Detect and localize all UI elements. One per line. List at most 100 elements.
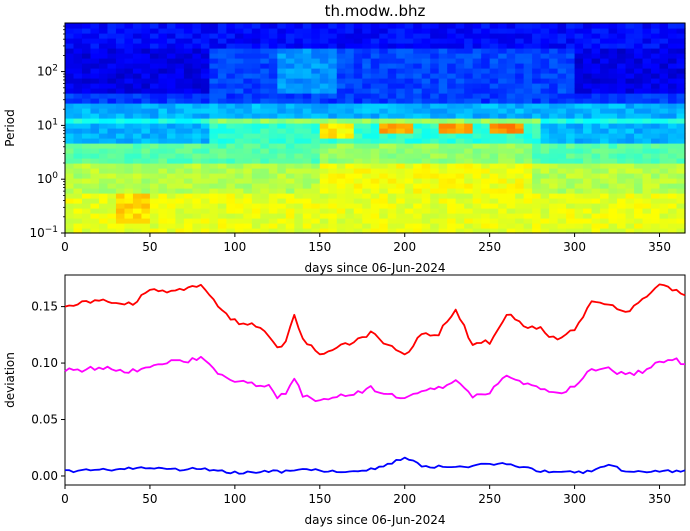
heatmap-cell	[200, 43, 210, 49]
heatmap-cell	[404, 183, 414, 189]
heatmap-cell	[268, 43, 278, 49]
x-tick-label: 150	[308, 492, 331, 506]
heatmap-cell	[268, 218, 278, 224]
heatmap-cell	[600, 158, 610, 164]
heatmap-cell	[149, 83, 160, 89]
heatmap-cell	[438, 73, 448, 79]
heatmap-cell	[311, 198, 321, 204]
heatmap-cell	[124, 103, 134, 109]
heatmap-cell	[574, 203, 584, 209]
heatmap-cell	[217, 188, 227, 194]
heatmap-cell	[260, 208, 270, 214]
heatmap-cell	[345, 198, 355, 204]
heatmap-cell	[124, 63, 134, 69]
heatmap-cell	[489, 68, 499, 74]
heatmap-cell	[498, 63, 508, 69]
heatmap-cell	[566, 213, 576, 219]
x-tick-label: 350	[648, 240, 671, 254]
heatmap-cell	[642, 168, 652, 174]
heatmap-cell	[183, 78, 193, 84]
heatmap-cell	[608, 153, 618, 159]
heatmap-cell	[149, 43, 160, 49]
heatmap-cell	[209, 148, 219, 154]
heatmap-cell	[98, 208, 109, 214]
heatmap-cell	[192, 168, 202, 174]
heatmap-cell	[472, 173, 482, 179]
heatmap-cell	[498, 223, 508, 229]
heatmap-cell	[183, 63, 193, 69]
heatmap-cell	[676, 28, 686, 34]
heatmap-cell	[481, 133, 491, 139]
heatmap-cell	[115, 208, 126, 214]
heatmap-cell	[192, 158, 202, 164]
heatmap-cell	[141, 108, 151, 114]
heatmap-cell	[294, 98, 304, 104]
heatmap-cell	[498, 193, 508, 199]
heatmap-cell	[557, 63, 567, 69]
heatmap-cell	[217, 88, 227, 94]
heatmap-cell	[175, 58, 185, 64]
heatmap-cell	[107, 108, 117, 114]
heatmap-cell	[413, 198, 423, 204]
heatmap-cell	[141, 158, 151, 164]
heatmap-cell	[659, 143, 669, 149]
heatmap-cell	[489, 228, 499, 234]
heatmap-cell	[413, 168, 423, 174]
heatmap-cell	[65, 163, 75, 169]
heatmap-cell	[515, 168, 525, 174]
heatmap-cell	[430, 33, 440, 39]
heatmap-cell	[438, 223, 448, 229]
heatmap-cell	[370, 58, 380, 64]
heatmap-cell	[243, 33, 253, 39]
heatmap-cell	[659, 118, 669, 124]
heatmap-cell	[200, 203, 210, 209]
heatmap-cell	[73, 118, 83, 124]
heatmap-cell	[413, 63, 423, 69]
heatmap-cell	[549, 153, 559, 159]
heatmap-cell	[642, 128, 652, 134]
heatmap-cell	[268, 183, 278, 189]
heatmap-cell	[107, 168, 117, 174]
heatmap-cell	[336, 198, 346, 204]
heatmap-cell	[319, 28, 329, 34]
heatmap-cell	[328, 123, 338, 129]
heatmap-cell	[260, 63, 270, 69]
heatmap-cell	[81, 48, 92, 54]
heatmap-cell	[430, 183, 440, 189]
heatmap-cell	[668, 203, 678, 209]
heatmap-cell	[260, 198, 270, 204]
heatmap-cell	[285, 78, 295, 84]
heatmap-cell	[285, 53, 295, 59]
heatmap-cell	[498, 218, 508, 224]
heatmap-cell	[523, 93, 533, 99]
heatmap-cell	[557, 143, 567, 149]
heatmap-cell	[226, 203, 236, 209]
heatmap-cell	[404, 33, 414, 39]
heatmap-cell	[472, 208, 482, 214]
heatmap-cell	[141, 73, 151, 79]
heatmap-cell	[149, 88, 160, 94]
heatmap-cell	[447, 133, 457, 139]
heatmap-cell	[115, 113, 126, 119]
heatmap-cell	[141, 123, 151, 129]
heatmap-cell	[345, 223, 355, 229]
heatmap-cell	[362, 138, 372, 144]
heatmap-cell	[124, 173, 134, 179]
heatmap-cell	[234, 73, 244, 79]
heatmap-cell	[90, 148, 100, 154]
heatmap-cell	[175, 208, 185, 214]
heatmap-cell	[608, 103, 618, 109]
heatmap-cell	[81, 53, 92, 59]
heatmap-cell	[413, 83, 423, 89]
heatmap-cell	[591, 153, 601, 159]
heatmap-cell	[608, 93, 618, 99]
heatmap-cell	[634, 188, 644, 194]
heatmap-cell	[387, 223, 397, 229]
heatmap-cell	[387, 188, 397, 194]
heatmap-cell	[175, 148, 185, 154]
heatmap-cell	[98, 158, 109, 164]
heatmap-cell	[226, 83, 236, 89]
heatmap-cell	[217, 138, 227, 144]
heatmap-cell	[413, 78, 423, 84]
heatmap-cell	[132, 188, 143, 194]
